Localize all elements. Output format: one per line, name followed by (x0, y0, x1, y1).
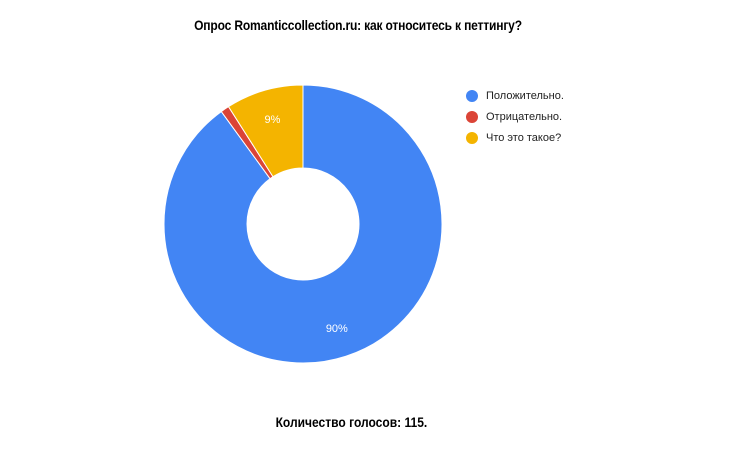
chart-title: Опрос Romanticcollection.ru: как относит… (194, 17, 522, 33)
legend-item-negative[interactable]: Отрицательно. (466, 106, 564, 127)
chart-legend: Положительно. Отрицательно. Что это тако… (466, 85, 564, 148)
slice-label-unknown: 9% (264, 114, 280, 126)
legend-label-negative: Отрицательно. (486, 110, 563, 123)
legend-label-unknown: Что это такое? (486, 131, 562, 144)
legend-swatch-unknown (466, 131, 478, 144)
legend-item-positive[interactable]: Положительно. (466, 85, 564, 106)
legend-swatch-negative (466, 110, 478, 123)
legend-swatch-positive (466, 89, 478, 102)
legend-label-positive: Положительно. (486, 89, 564, 102)
legend-item-unknown[interactable]: Что это такое? (466, 127, 564, 148)
slice-unknown[interactable] (227, 84, 304, 178)
slice-label-positive: 90% (326, 323, 348, 335)
slice-positive[interactable] (163, 84, 443, 364)
vote-count: Количество голосов: 115. (275, 414, 428, 430)
